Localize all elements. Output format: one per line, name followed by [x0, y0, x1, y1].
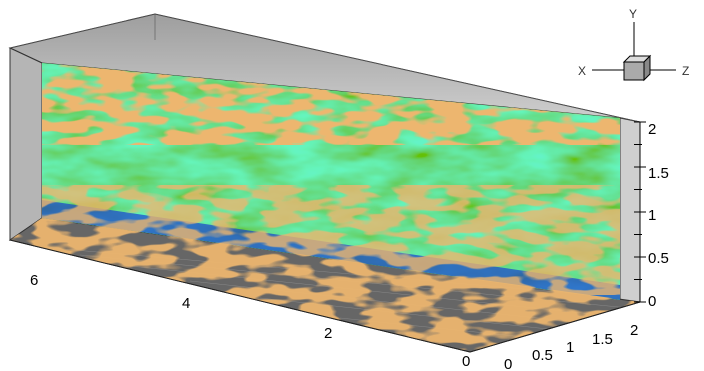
z-tick-label: 1: [566, 339, 574, 356]
x-tick-label: 4: [182, 295, 190, 312]
y-tick-label: 0.5: [648, 250, 669, 267]
isosurface-blobs: [10, 63, 640, 350]
gizmo-cube-icon: [623, 61, 645, 81]
y-axis: 2 1.5 1 0.5 0: [634, 121, 669, 310]
gizmo-x-label: X: [578, 64, 586, 78]
back-wall-left: [9, 47, 43, 241]
z-tick-label: 0.5: [532, 347, 553, 364]
y-tick-label: 0: [648, 293, 656, 310]
y-tick-label: 1.5: [648, 165, 669, 182]
z-axis: 0 0.5 1 1.5 2: [504, 322, 638, 371]
x-tick-label: 6: [30, 272, 38, 289]
wall-gridlines: [9, 13, 641, 123]
y-tick-label: 2: [648, 121, 656, 138]
z-tick-label: 0: [504, 356, 512, 371]
gizmo-y-label: Y: [629, 7, 637, 21]
gizmo-z-label: Z: [682, 64, 689, 78]
back-wall-right: [619, 117, 641, 303]
x-tick-label: 0: [462, 353, 470, 370]
axes-orientation-gizmo: Y X Z: [578, 7, 689, 82]
x-tick-label: 2: [324, 325, 332, 342]
x-axis: 6 4 2 0: [30, 272, 470, 370]
y-tick-label: 1: [648, 207, 656, 224]
box-outline: [9, 239, 641, 353]
z-tick-label: 1.5: [592, 331, 613, 348]
z-tick-label: 2: [630, 322, 638, 339]
